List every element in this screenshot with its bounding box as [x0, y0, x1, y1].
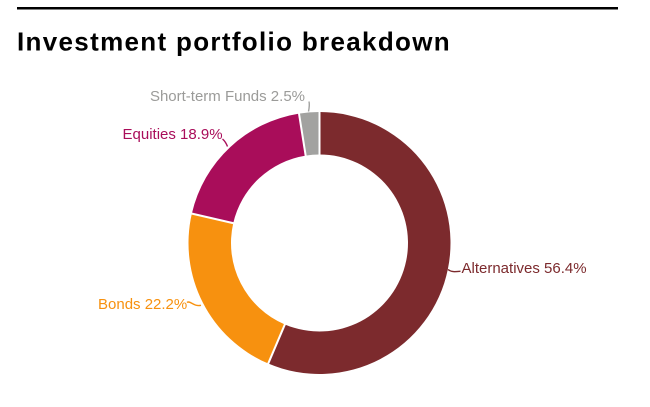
svg-text:Bonds 22.2%: Bonds 22.2%	[98, 296, 187, 313]
svg-text:Alternatives 56.4%: Alternatives 56.4%	[462, 260, 587, 277]
svg-text:Short-term Funds 2.5%: Short-term Funds 2.5%	[150, 88, 305, 105]
svg-text:Investment portfolio breakdown: Investment portfolio breakdown	[17, 27, 451, 57]
svg-text:Equities 18.9%: Equities 18.9%	[123, 126, 223, 143]
